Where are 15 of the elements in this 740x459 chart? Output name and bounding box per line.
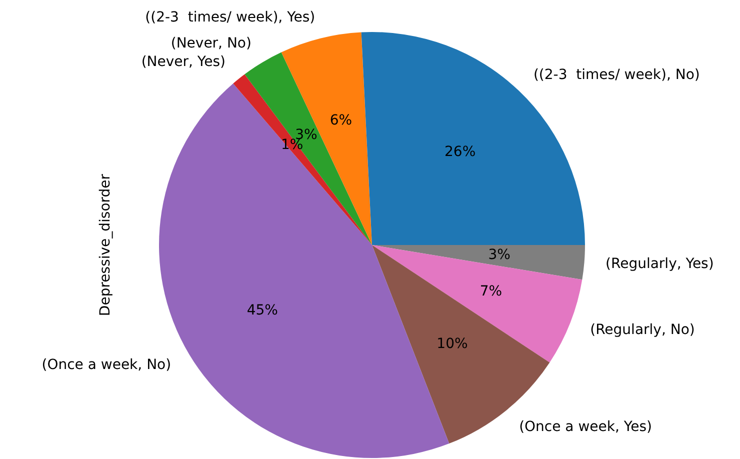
slice-label: (Regularly, No) bbox=[590, 322, 695, 338]
data-label: 3% bbox=[488, 247, 510, 264]
slice-label: (Never, No) bbox=[170, 36, 252, 52]
slice-label: (Once a week, No) bbox=[42, 357, 172, 374]
slice-label: ((2-3 times/ week), No) bbox=[533, 66, 700, 83]
slice-label: (Once a week, Yes) bbox=[519, 419, 652, 436]
data-label: 10% bbox=[436, 336, 468, 352]
slice-label: (Never, Yes) bbox=[141, 54, 226, 70]
data-label: 26% bbox=[444, 144, 476, 160]
text: Depressive_disorder bbox=[97, 174, 114, 316]
slice-label: (Regularly, Yes) bbox=[606, 256, 714, 272]
data-label: 7% bbox=[480, 283, 502, 300]
data-label: 45% bbox=[246, 302, 278, 318]
data-label: 6% bbox=[330, 112, 352, 129]
slice-label: ((2-3 times/ week), Yes) bbox=[145, 9, 316, 26]
